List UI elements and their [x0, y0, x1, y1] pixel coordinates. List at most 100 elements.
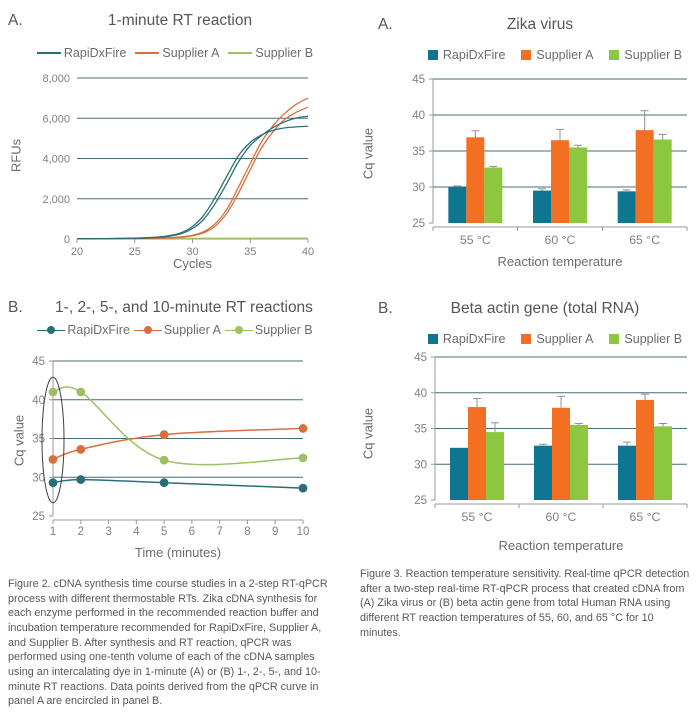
green-series-swatch-icon — [224, 326, 253, 335]
svg-text:25: 25 — [32, 511, 45, 523]
svg-text:9: 9 — [272, 526, 278, 538]
xaxis-label-time-minutes: Time (minutes) — [134, 545, 222, 560]
orange-series-swatch-icon — [135, 52, 160, 54]
orange-series-swatch-icon — [521, 50, 532, 60]
xaxis-label-cycles: Cycles — [172, 256, 212, 271]
legend-item-supplier-b: Supplier B — [609, 48, 682, 62]
legend-label: Supplier B — [624, 48, 683, 62]
legend-label: RapiDxFire — [67, 323, 130, 337]
xaxis-label-reaction-temp-b: Reaction temperature — [498, 538, 624, 553]
chart-beta-actin-bars: 25 30 35 40 45 55 °C 60 °C 65 °C — [414, 352, 688, 524]
svg-text:4,000: 4,000 — [42, 154, 70, 166]
svg-text:8: 8 — [244, 526, 250, 538]
legend-label: Supplier A — [536, 48, 594, 62]
svg-text:45: 45 — [32, 356, 45, 368]
caption-figure-2: Figure 2. cDNA synthesis time course stu… — [8, 578, 328, 708]
legend-label: Supplier A — [162, 46, 220, 60]
panel-letter-b1: B. — [8, 299, 23, 316]
legend-item-supplier-a: Supplier A — [135, 46, 219, 60]
svg-text:20: 20 — [71, 246, 83, 258]
chart-zika-bars: 25 30 35 40 45 55 °C 60 °C 65 °C — [412, 74, 688, 247]
svg-text:35: 35 — [412, 146, 425, 158]
teal-series-swatch-icon — [427, 334, 438, 344]
green-series-swatch-icon — [609, 334, 620, 344]
svg-text:45: 45 — [414, 352, 427, 364]
svg-text:60 °C: 60 °C — [546, 510, 577, 524]
legend-item-supplier-b: Supplier B — [228, 46, 313, 60]
panel-zika-virus: A. Zika virus RapiDxFire Supplier A Suppli… — [350, 0, 700, 290]
teal-series-swatch-icon — [36, 52, 61, 54]
svg-text:8,000: 8,000 — [42, 73, 70, 85]
svg-text:55 °C: 55 °C — [462, 510, 493, 524]
svg-text:35: 35 — [414, 424, 427, 436]
legend-label: Supplier A — [536, 332, 594, 346]
panel-letter-a1: A. — [8, 12, 23, 29]
legend-label: Supplier B — [255, 46, 314, 60]
panel-title-zika: Zika virus — [506, 16, 574, 33]
svg-text:6: 6 — [189, 526, 195, 538]
svg-text:65 °C: 65 °C — [629, 233, 660, 247]
legend-item-supplier-a: Supplier A — [133, 323, 221, 337]
panel-title-beta-actin: Beta actin gene (total RNA) — [450, 300, 640, 317]
svg-text:4: 4 — [133, 526, 140, 538]
xaxis-label-reaction-temp-a: Reaction temperature — [497, 254, 623, 269]
svg-text:30: 30 — [186, 246, 198, 258]
legend-item-rapidxfire: RapiDxFire — [427, 332, 506, 346]
panel-title-1min-rt: 1-minute RT reaction — [107, 12, 253, 29]
svg-text:7: 7 — [216, 526, 222, 538]
legend-amp-chart: RapiDxFire Supplier A Supplier B — [10, 46, 340, 60]
legend-label: Supplier B — [624, 332, 683, 346]
svg-text:25: 25 — [414, 495, 427, 507]
yaxis-label-cq-beta: Cq value — [360, 407, 376, 460]
svg-text:40: 40 — [32, 395, 45, 407]
panel-beta-actin-gene: B. Beta actin gene (total RNA) RapiDxFir… — [350, 290, 700, 580]
svg-text:30: 30 — [412, 182, 425, 194]
svg-text:6,000: 6,000 — [42, 113, 70, 125]
yaxis-label-cq-zika: Cq value — [360, 127, 376, 180]
legend-timecourse-chart: RapiDxFire Supplier A Supplier B — [10, 323, 340, 337]
panel-letter-a2: A. — [378, 16, 393, 33]
yaxis-label-rfus: RFUs — [8, 138, 24, 173]
panel-1min-rt-reaction: A. 1-minute RT reaction RapiDxFire Suppli… — [0, 0, 350, 290]
legend-zika-chart: RapiDxFire Supplier A Supplier B — [410, 48, 700, 62]
panel-title-timecourse: 1-, 2-, 5-, and 10-minute RT reactions — [55, 299, 313, 316]
green-series-swatch-icon — [609, 50, 620, 60]
svg-text:30: 30 — [32, 472, 45, 484]
svg-text:1: 1 — [50, 526, 56, 538]
svg-text:10: 10 — [297, 526, 310, 538]
legend-label: Supplier A — [163, 323, 221, 337]
yaxis-label-cq-timecourse: Cq value — [11, 414, 27, 467]
legend-item-rapidxfire: RapiDxFire — [37, 323, 130, 337]
legend-label: RapiDxFire — [63, 46, 127, 60]
legend-item-supplier-b: Supplier B — [224, 323, 313, 337]
legend-item-supplier-b: Supplier B — [609, 332, 682, 346]
panel-letter-b2: B. — [378, 300, 393, 317]
svg-text:5: 5 — [161, 526, 167, 538]
legend-label: Supplier B — [254, 323, 313, 337]
svg-text:45: 45 — [412, 74, 425, 86]
svg-text:0: 0 — [64, 234, 70, 246]
svg-text:2: 2 — [78, 526, 84, 538]
svg-text:40: 40 — [302, 246, 314, 258]
orange-series-swatch-icon — [133, 326, 162, 335]
chart-amplification-curves: 0 2,000 4,000 6,000 8,000 20 25 30 35 40 — [42, 73, 314, 258]
panel-timecourse-rt-reactions: B. 1-, 2-, 5-, and 10-minute RT reaction… — [0, 290, 350, 580]
svg-text:25: 25 — [412, 218, 425, 230]
teal-series-swatch-icon — [427, 50, 438, 60]
legend-item-supplier-a: Supplier A — [521, 48, 593, 62]
legend-label: RapiDxFire — [442, 48, 506, 62]
orange-series-swatch-icon — [521, 334, 532, 344]
legend-label: RapiDxFire — [442, 332, 506, 346]
svg-text:25: 25 — [129, 246, 141, 258]
svg-text:65 °C: 65 °C — [630, 510, 661, 524]
caption-figure-3: Figure 3. Reaction temperature sensitivi… — [360, 568, 690, 639]
svg-text:60 °C: 60 °C — [545, 233, 576, 247]
legend-item-rapidxfire: RapiDxFire — [427, 48, 506, 62]
green-series-swatch-icon — [228, 52, 253, 54]
teal-series-swatch-icon — [37, 326, 66, 335]
legend-item-rapidxfire: RapiDxFire — [36, 46, 127, 60]
legend-item-supplier-a: Supplier A — [521, 332, 593, 346]
svg-text:35: 35 — [32, 434, 45, 446]
svg-text:40: 40 — [412, 110, 425, 122]
